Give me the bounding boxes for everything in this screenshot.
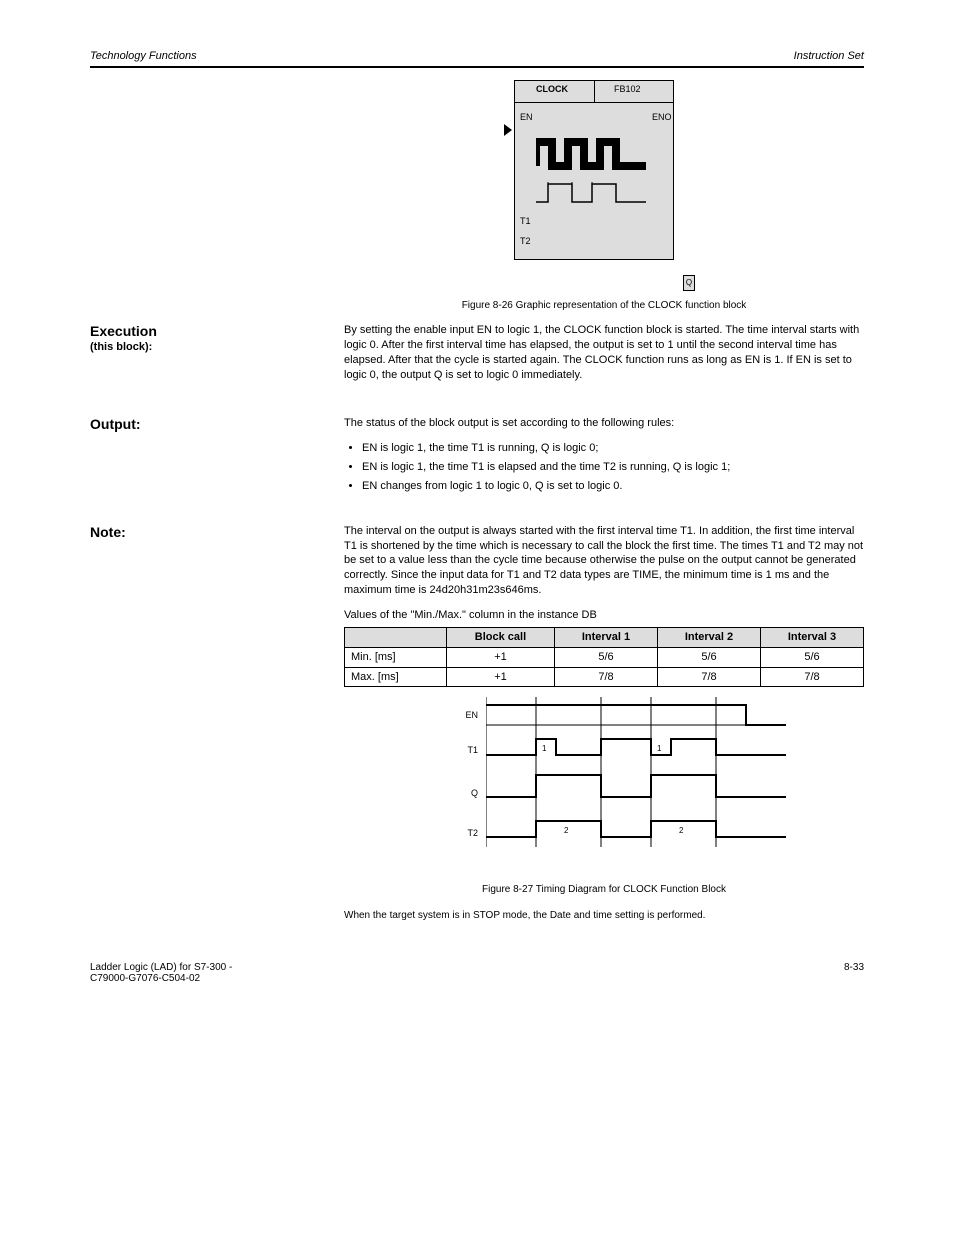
note-label: Note: — [90, 524, 320, 540]
clock-en-label: EN — [520, 112, 533, 122]
timing-diagram: EN T1 Q T2 1 1 — [414, 697, 794, 877]
clock-input-triangle-icon — [504, 124, 512, 136]
timing-en-label: EN — [408, 709, 478, 721]
th-0 — [345, 627, 447, 647]
td: 7/8 — [760, 667, 863, 687]
footer-right: 8-33 — [844, 962, 864, 984]
timing-caption: Figure 8-27 Timing Diagram for CLOCK Fun… — [344, 883, 864, 897]
execution-label: Execution — [90, 323, 320, 339]
execution-sub: (this block): — [90, 341, 320, 353]
td: Max. [ms] — [345, 667, 447, 687]
clock-q-label: Q — [683, 275, 695, 291]
th-2: Interval 1 — [555, 627, 658, 647]
td: 7/8 — [658, 667, 761, 687]
timing-t2-label: T2 — [408, 827, 478, 839]
clock-block-figure: CLOCK FB102 EN ENO T1 T2 Q — [514, 80, 694, 290]
timing-q-label: Q — [408, 787, 478, 799]
svg-text:2: 2 — [679, 826, 684, 835]
td: +1 — [446, 667, 554, 687]
header-rule — [90, 66, 864, 68]
svg-text:2: 2 — [564, 826, 569, 835]
output-text: The status of the block output is set ac… — [344, 416, 864, 431]
page-footer: Ladder Logic (LAD) for S7-300 - C79000-G… — [90, 962, 864, 984]
td: 5/6 — [760, 647, 863, 667]
timing-note: When the target system is in STOP mode, … — [344, 909, 864, 923]
minmax-table: Block call Interval 1 Interval 2 Interva… — [344, 627, 864, 688]
td: 5/6 — [658, 647, 761, 667]
clock-title: CLOCK — [536, 84, 568, 94]
td: +1 — [446, 647, 554, 667]
execution-text: By setting the enable input EN to logic … — [344, 323, 864, 382]
table-row: Min. [ms] +1 5/6 5/6 5/6 — [345, 647, 864, 667]
note-text: The interval on the output is always sta… — [344, 524, 864, 598]
waveform-thick-icon — [536, 136, 646, 172]
header-right: Instruction Set — [794, 50, 864, 62]
table-caption: Values of the "Min./Max." column in the … — [344, 608, 864, 623]
bullet-2: EN is logic 1, the time T1 is elapsed an… — [362, 460, 864, 475]
page-header: Technology Functions Instruction Set — [90, 50, 864, 68]
td: 7/8 — [555, 667, 658, 687]
table-row: Max. [ms] +1 7/8 7/8 7/8 — [345, 667, 864, 687]
svg-text:1: 1 — [542, 744, 547, 753]
output-label: Output: — [90, 416, 320, 432]
waveform-thin-icon — [536, 180, 646, 208]
svg-text:1: 1 — [657, 744, 662, 753]
timing-t1-label: T1 — [408, 744, 478, 756]
td: 5/6 — [555, 647, 658, 667]
th-4: Interval 3 — [760, 627, 863, 647]
th-3: Interval 2 — [658, 627, 761, 647]
header-left: Technology Functions — [90, 50, 197, 62]
clock-fb: FB102 — [614, 84, 641, 94]
table-header-row: Block call Interval 1 Interval 2 Interva… — [345, 627, 864, 647]
clock-t2-label: T2 — [520, 236, 531, 246]
clock-eno-label: ENO — [652, 112, 672, 122]
footer-left: Ladder Logic (LAD) for S7-300 - C79000-G… — [90, 962, 232, 984]
td: Min. [ms] — [345, 647, 447, 667]
clock-t1-label: T1 — [520, 216, 531, 226]
output-bullets: EN is logic 1, the time T1 is running, Q… — [344, 441, 864, 494]
timing-svg: 1 1 2 2 — [486, 697, 786, 857]
clock-fig-caption: Figure 8-26 Graphic representation of th… — [344, 300, 864, 311]
th-1: Block call — [446, 627, 554, 647]
bullet-1: EN is logic 1, the time T1 is running, Q… — [362, 441, 864, 456]
bullet-3: EN changes from logic 1 to logic 0, Q is… — [362, 479, 864, 494]
